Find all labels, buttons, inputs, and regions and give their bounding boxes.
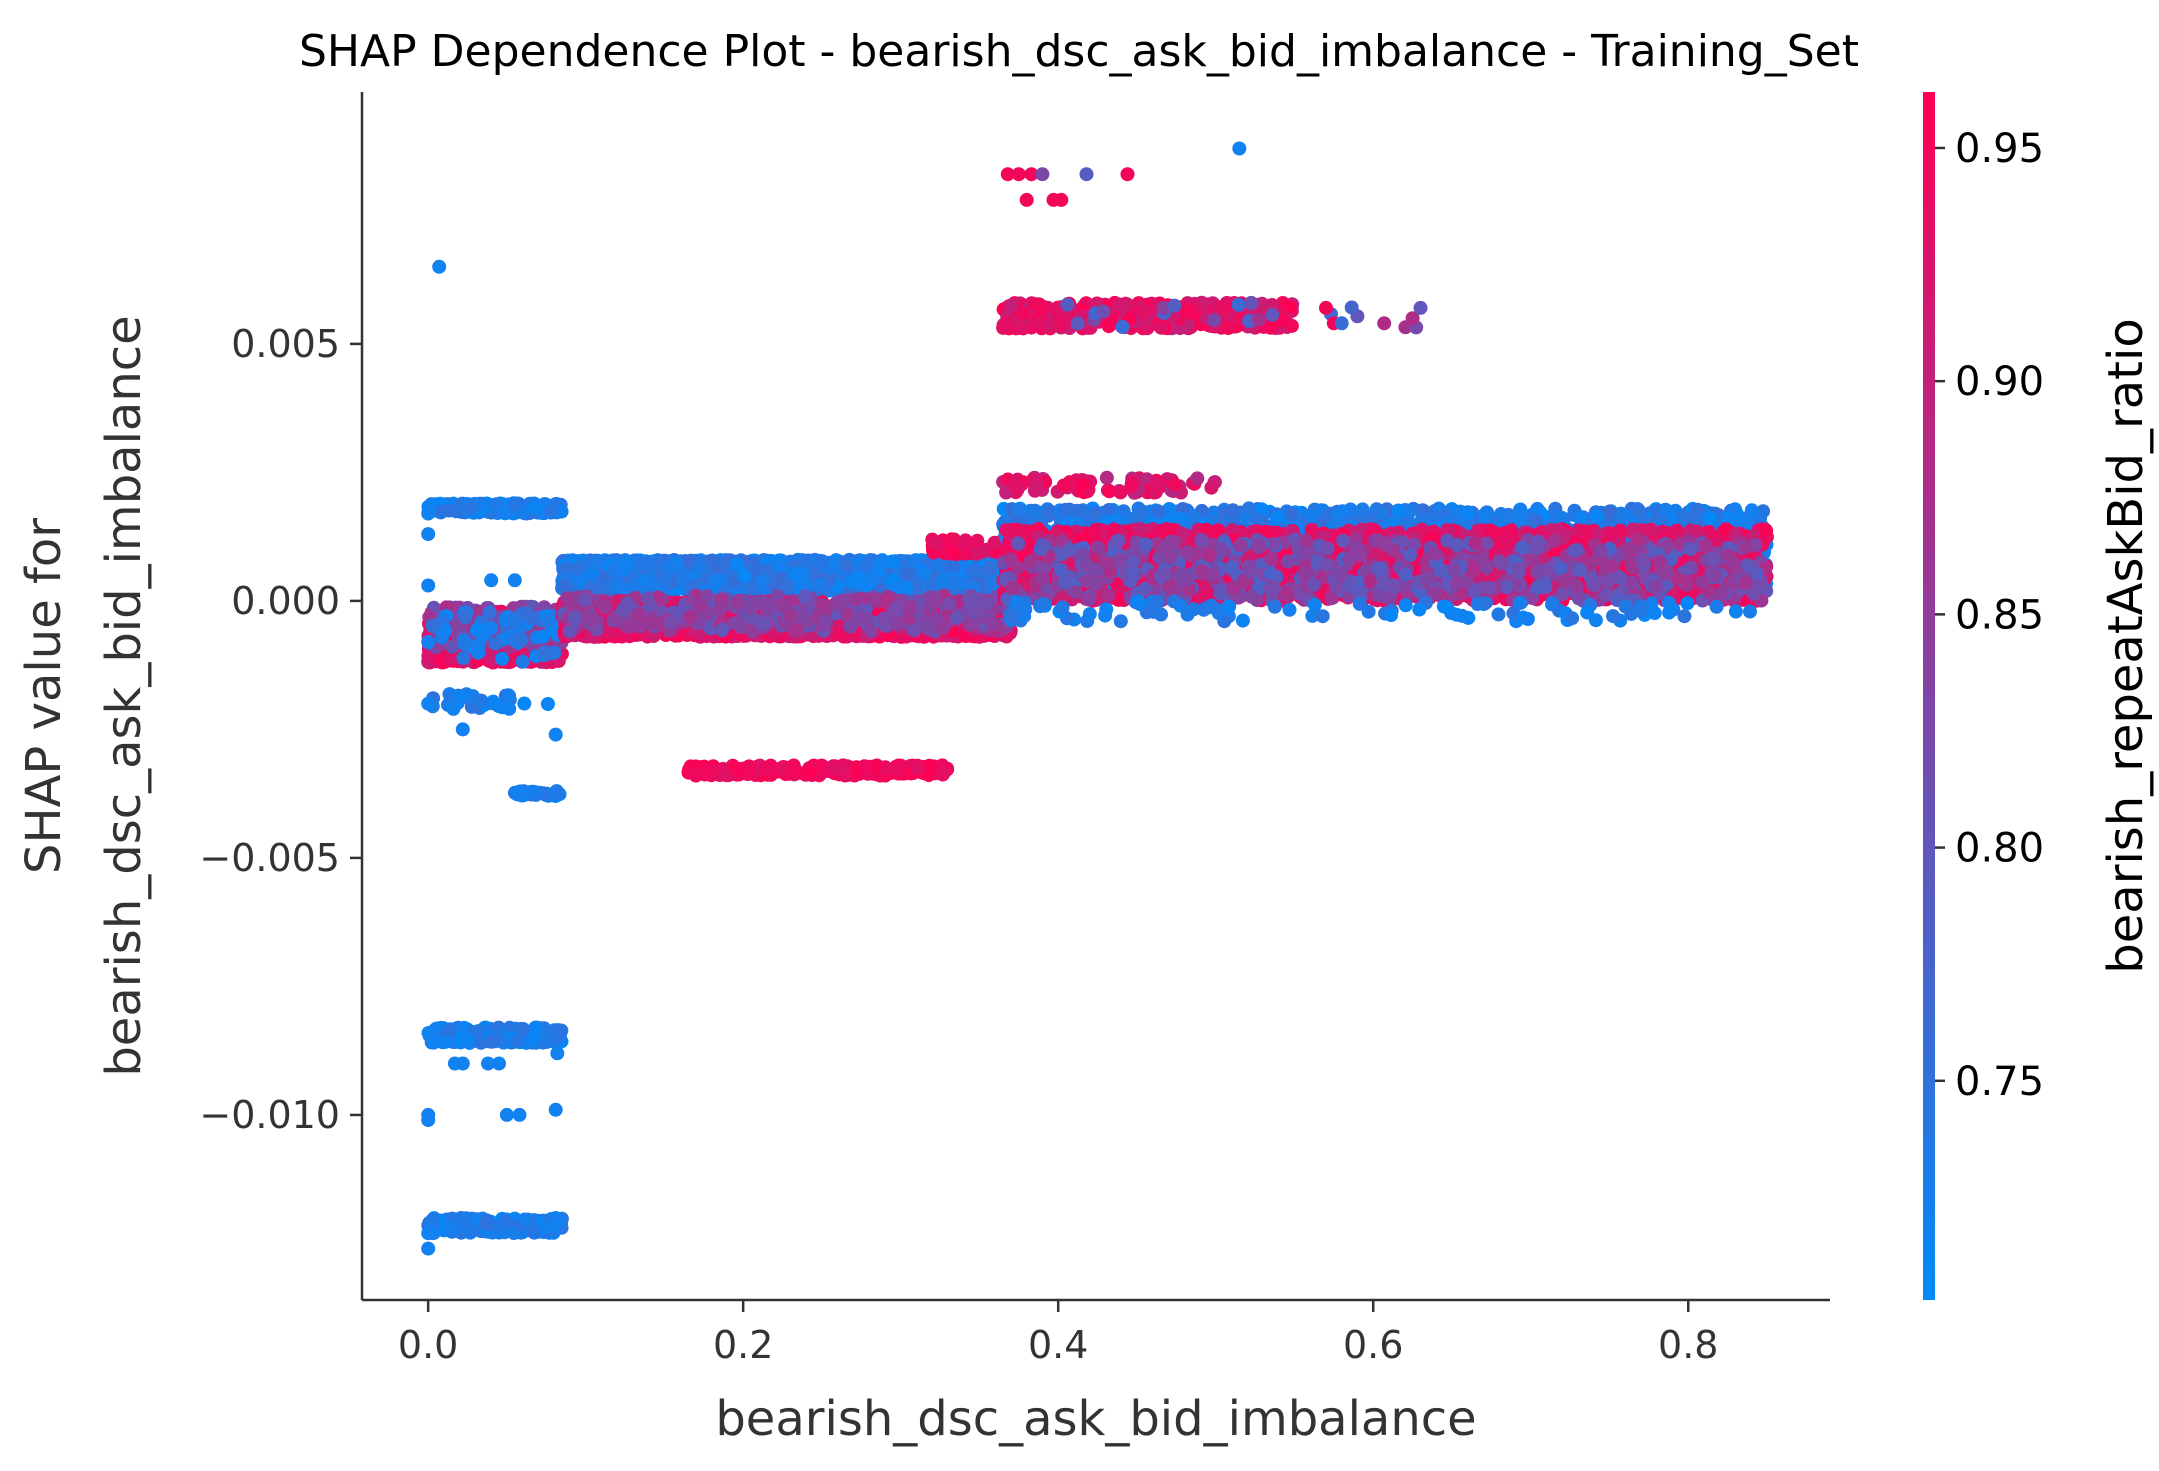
data-point <box>674 573 689 588</box>
data-point <box>445 640 460 654</box>
chart-title: SHAP Dependence Plot - bearish_dsc_ask_b… <box>299 26 1859 77</box>
data-point <box>570 561 585 576</box>
data-point <box>474 693 489 708</box>
data-point <box>771 558 786 573</box>
data-point <box>517 696 532 711</box>
data-point <box>511 785 526 799</box>
data-point <box>524 784 539 799</box>
data-point <box>730 557 745 572</box>
data-point <box>526 1224 541 1239</box>
data-point <box>953 577 968 591</box>
data-point <box>482 605 497 620</box>
data-point <box>591 553 605 568</box>
data-point <box>421 1026 436 1040</box>
data-point <box>463 501 478 516</box>
data-point <box>425 618 440 633</box>
data-point <box>982 561 997 576</box>
data-point <box>917 565 932 580</box>
data-point <box>425 1212 440 1227</box>
data-point <box>705 553 720 568</box>
data-point <box>617 563 632 578</box>
data-point <box>458 610 473 625</box>
data-point <box>796 566 811 581</box>
data-point <box>490 1219 505 1234</box>
data-point <box>502 701 517 716</box>
data-point <box>508 497 523 512</box>
data-point <box>852 570 867 585</box>
data-point <box>628 575 643 590</box>
data-point <box>515 1023 530 1038</box>
data-point <box>543 504 558 519</box>
data-point <box>711 572 726 587</box>
data-point <box>946 559 961 574</box>
data-point <box>737 569 752 583</box>
data-point <box>526 501 541 516</box>
data-point <box>442 503 456 518</box>
data-point <box>537 645 552 659</box>
data-point <box>506 1226 521 1240</box>
data-point <box>585 566 600 581</box>
data-point <box>541 1026 556 1040</box>
data-point <box>489 636 503 651</box>
data-point <box>612 579 627 593</box>
data-point <box>548 785 563 800</box>
scatter-points <box>421 141 1774 1256</box>
data-point <box>872 563 887 578</box>
data-point <box>885 554 900 569</box>
data-point <box>479 1214 493 1229</box>
data-point <box>471 645 486 660</box>
data-point <box>900 566 915 581</box>
data-point <box>442 1023 457 1038</box>
data-point <box>514 632 529 647</box>
data-point <box>535 629 550 644</box>
data-point <box>812 577 827 592</box>
data-point <box>545 1218 560 1233</box>
data-point <box>663 560 678 575</box>
data-point <box>476 628 491 643</box>
data-point <box>744 581 759 596</box>
data-point <box>839 558 854 573</box>
data-point <box>495 651 510 666</box>
data-point <box>501 688 516 703</box>
data-point <box>457 633 471 648</box>
data-point <box>507 611 522 626</box>
data-point <box>515 654 530 669</box>
data-point <box>641 558 656 573</box>
data-point <box>456 651 471 665</box>
data-point <box>461 1032 476 1047</box>
data-point <box>751 562 766 577</box>
data-point <box>517 1212 532 1227</box>
data-point <box>936 573 951 588</box>
data-point <box>692 560 707 575</box>
data-point <box>446 1220 460 1235</box>
data-point <box>540 697 555 711</box>
data-point <box>484 1034 499 1049</box>
data-point <box>438 623 453 638</box>
